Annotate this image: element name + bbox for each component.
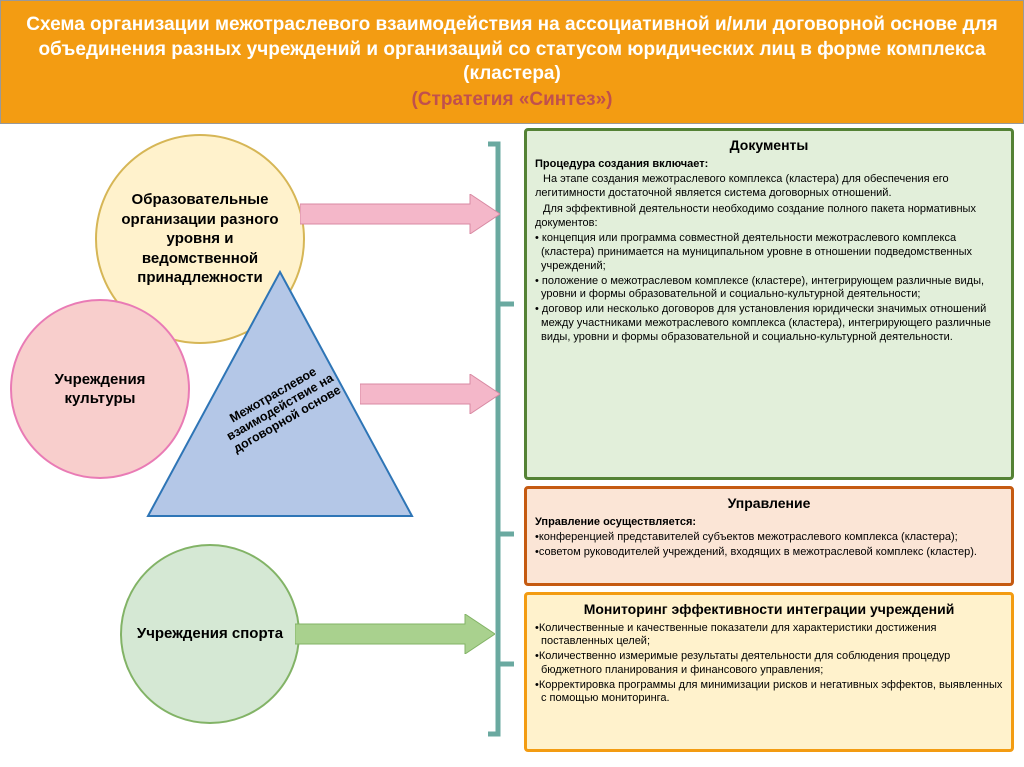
diagram-area: Образовательные организации разного уров… [0, 124, 1024, 764]
doc-bullets: • концепция или программа совместной дея… [535, 232, 1003, 344]
doc-bullet-2: • договор или несколько договоров для ус… [535, 303, 1003, 344]
panel-monitoring: Мониторинг эффективности интеграции учре… [524, 592, 1014, 752]
header-title: Схема организации межотраслевого взаимод… [21, 13, 1003, 87]
header-banner: Схема организации межотраслевого взаимод… [0, 0, 1024, 124]
panel-documents: Документы Процедура создания включает: Н… [524, 128, 1014, 480]
mgmt-bullets: •конференцией представителей субъектов м… [535, 531, 1003, 560]
panel-management-subheader: Управление осуществляется: [535, 516, 1003, 530]
triangle-interaction: Межотраслевое взаимодействие на договорн… [140, 264, 420, 524]
header-subtitle: (Стратегия «Синтез») [21, 89, 1003, 111]
mgmt-bullet-1: •советом руководителей учреждений, входя… [535, 546, 1003, 560]
circle-sport-label: Учреждения спорта [137, 624, 283, 644]
doc-para-1: Для эффективной деятельности необходимо … [535, 203, 1003, 231]
mon-bullets: •Количественные и качественные показател… [535, 622, 1003, 707]
mon-bullet-0: •Количественные и качественные показател… [535, 622, 1003, 650]
arrow-sport [295, 614, 495, 654]
mon-bullet-1: •Количественно измеримые результаты деят… [535, 650, 1003, 678]
panel-documents-subheader: Процедура создания включает: [535, 158, 1003, 172]
doc-bullet-1: • положение о межотраслевом комплексе (к… [535, 275, 1003, 303]
panel-monitoring-title: Мониторинг эффективности интеграции учре… [535, 601, 1003, 619]
doc-para-0: На этапе создания межотраслевого комплек… [535, 173, 1003, 201]
panel-documents-title: Документы [535, 137, 1003, 155]
doc-bullet-0: • концепция или программа совместной дея… [535, 232, 1003, 273]
circle-sport: Учреждения спорта [120, 544, 300, 724]
arrow-edu [300, 194, 500, 234]
panel-management-title: Управление [535, 495, 1003, 513]
mon-bullet-2: •Корректировка программы для минимизации… [535, 679, 1003, 707]
panel-management: Управление Управление осуществляется: •к… [524, 486, 1014, 586]
mgmt-bullet-0: •конференцией представителей субъектов м… [535, 531, 1003, 545]
